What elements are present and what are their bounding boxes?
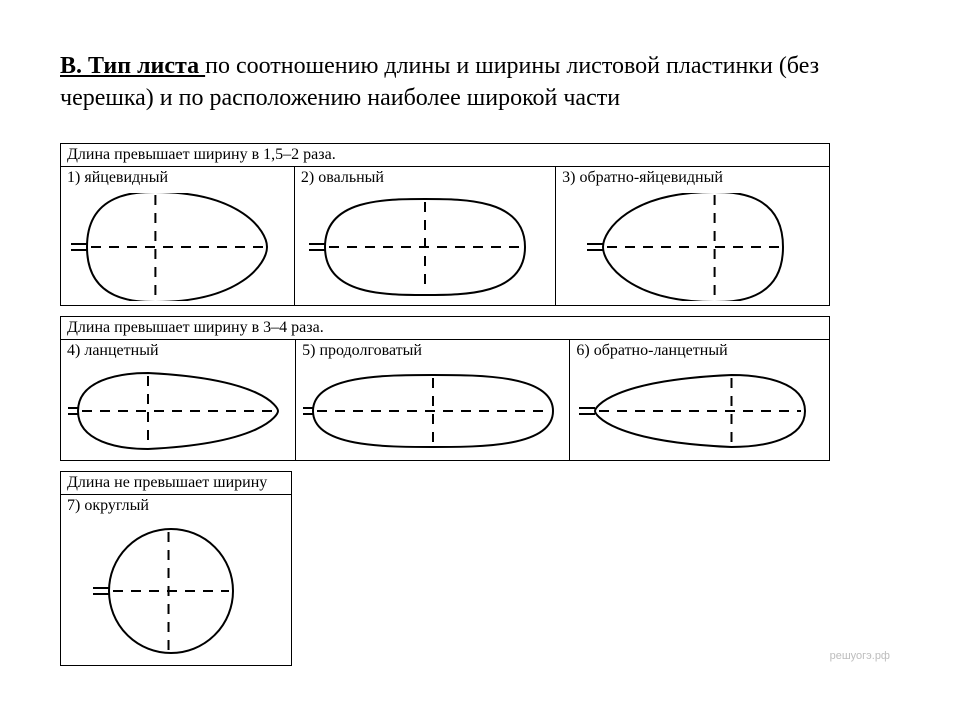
group-cells: 7) округлый (60, 494, 292, 666)
leaf-label: 5) продолговатый (296, 340, 569, 362)
leaf-cell: 7) округлый (61, 495, 281, 665)
section-heading: В. Тип листа по соотношению длины и шири… (60, 50, 900, 115)
leaf-cell: 2) овальный (295, 167, 556, 305)
group-cells: 1) яйцевидный 2) овальный 3) обратно-яйц… (60, 166, 830, 306)
leaf-group: Длина превышает ширину в 1,5–2 раза.1) я… (60, 143, 830, 306)
group-cells: 4) ланцетный 5) продолговатый 6) обратно… (60, 339, 830, 461)
leaf-diagram-lanceolate (61, 362, 295, 460)
leaf-diagram-obovate (556, 189, 829, 305)
group-header: Длина не превышает ширину (60, 471, 292, 494)
leaf-label: 3) обратно-яйцевидный (556, 167, 829, 189)
watermark: решуогэ.рф (830, 650, 890, 662)
leaf-diagram-oblance (570, 362, 829, 460)
leaf-cell: 6) обратно-ланцетный (570, 340, 829, 460)
heading-lead: В. Тип листа (60, 53, 205, 79)
group-header: Длина превышает ширину в 3–4 раза. (60, 316, 830, 339)
leaf-label: 6) обратно-ланцетный (570, 340, 829, 362)
leaf-label: 4) ланцетный (61, 340, 295, 362)
leaf-diagram-oval (295, 189, 555, 305)
leaf-cell: 1) яйцевидный (61, 167, 295, 305)
leaf-group: Длина превышает ширину в 3–4 раза.4) лан… (60, 316, 830, 461)
leaf-diagram-oblong (296, 362, 569, 460)
leaf-diagram-round (61, 517, 281, 665)
leaf-label: 1) яйцевидный (61, 167, 294, 189)
leaf-cell: 3) обратно-яйцевидный (556, 167, 829, 305)
group-header: Длина превышает ширину в 1,5–2 раза. (60, 143, 830, 166)
leaf-label: 2) овальный (295, 167, 555, 189)
leaf-diagram-ovate (61, 189, 294, 305)
leaf-label: 7) округлый (61, 495, 281, 517)
leaf-cell: 4) ланцетный (61, 340, 296, 460)
leaf-group: Длина не превышает ширину7) округлый (60, 471, 292, 666)
leaf-cell: 5) продолговатый (296, 340, 570, 460)
